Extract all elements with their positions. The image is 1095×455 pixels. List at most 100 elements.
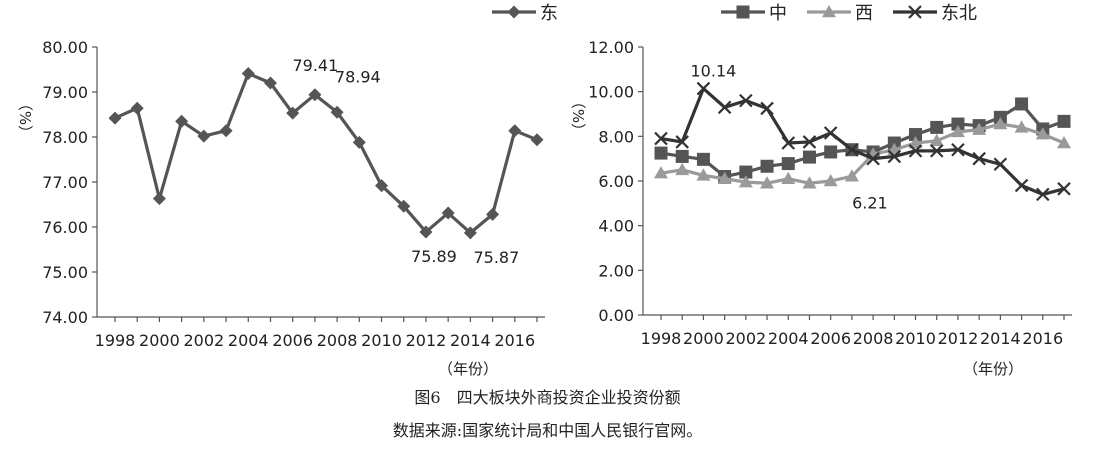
panel2-series-2-point [993, 117, 1008, 130]
panel1-xtick-label: 2004 [228, 331, 269, 350]
panel1-xtick-label: 2006 [272, 331, 313, 350]
panel1-xtick-label: 2002 [183, 331, 224, 350]
panel2-series-1-point [675, 149, 689, 163]
panel2-series-2-point [823, 174, 838, 187]
panel2-ytick-label: 6.00 [598, 172, 634, 191]
panel2-xtick-label: 2016 [1022, 329, 1063, 348]
panel1-series-1-point [330, 105, 344, 119]
panel2-series-3-point [1057, 182, 1071, 196]
panel1-series-1-point [441, 206, 455, 220]
panel2-series-1-point [802, 150, 816, 164]
panel1-xtick-label: 2016 [494, 331, 535, 350]
panel2-series-2-point [654, 166, 668, 179]
panel2-series-1-point [1015, 97, 1029, 111]
panel2-series-3-point [823, 126, 838, 140]
panel2-series-3-point [1036, 187, 1050, 202]
panel1-series-1-point [219, 124, 233, 138]
panel2-series-3-point [675, 135, 689, 149]
panel2-series-1-legend-marker [736, 5, 750, 19]
panel1-series-1-point [486, 207, 500, 221]
panel2-ytick-label: 12.00 [588, 38, 634, 57]
panel2-xtick-label: 2008 [853, 329, 894, 348]
panel1-series-1-line [114, 71, 538, 235]
panel2-series-3-point [887, 149, 902, 164]
panel1-series-1-point [263, 76, 277, 90]
panel2-series-2-point [802, 176, 817, 189]
panel2-series-2-point [929, 133, 944, 147]
panel2-series-1-point [654, 146, 668, 160]
panel1-xtick-label: 2014 [450, 331, 491, 350]
panel1-series-1-point [463, 226, 477, 240]
panel2-series-3-line [660, 86, 1065, 196]
panel2-xtick-label: 2012 [938, 329, 979, 348]
panel2-xtick-label: 2000 [683, 329, 724, 348]
panel1-ylabel: （%） [16, 96, 34, 140]
panel2-xtick-label: 2010 [895, 329, 936, 348]
panel2-series-3-point [929, 144, 944, 158]
panel2-series-2-point [844, 169, 859, 182]
panel1-ytick-label: 74.00 [42, 308, 88, 327]
panel1-xtick-label: 2012 [406, 331, 447, 350]
panel2-series-2-point [1014, 120, 1029, 133]
panel2-ytick-label: 4.00 [598, 217, 634, 236]
panel2-series-1-point [781, 157, 795, 171]
panel2-series-3-point [908, 144, 923, 158]
panel2-series-1-legend-label: 中 [769, 3, 787, 24]
panel1-ytick-label: 79.00 [42, 83, 88, 102]
panel2-series-1-point [909, 128, 923, 142]
figure-caption: 图6 四大板块外商投资企业投资份额 [414, 388, 681, 407]
panel2-series-3-point [993, 157, 1008, 172]
panel1-ytick-label: 80.00 [42, 38, 88, 57]
figure-source: 数据来源:国家统计局和中国人民银行官网。 [392, 421, 703, 440]
panel2-series-2-point [908, 136, 923, 149]
panel1-series-1-point [419, 225, 433, 239]
panel1-annotation: 75.89 [411, 247, 457, 266]
panel2-series-2-point [675, 162, 690, 176]
panel1-annotation: 79.41 [292, 56, 338, 75]
panel2-series-2-point [972, 122, 987, 135]
panel2-annotation: 10.14 [691, 62, 737, 81]
panel1-series-1-point [197, 129, 211, 143]
panel2-series-2-point [760, 176, 775, 189]
panel2-series-3-point [654, 131, 668, 146]
panel1-series-1-point [508, 124, 522, 138]
panel2-xtick-label: 2004 [768, 329, 809, 348]
panel2-series-2-point [950, 124, 965, 138]
panel2-annotation: 6.21 [852, 193, 888, 212]
panel1-series-1-point [352, 135, 366, 149]
panel2-xtick-label: 2002 [725, 329, 766, 348]
panel2-series-2-legend-marker [822, 5, 836, 18]
panel2-ylabel: （%） [569, 94, 587, 138]
panel2-series-1-point [760, 159, 774, 173]
panel1-series-1-point [308, 88, 322, 102]
panel2-series-3-point [696, 81, 711, 96]
panel2-series-2-point [1057, 136, 1071, 149]
panel2-series-1-point [739, 165, 753, 179]
panel2-series-3-point [845, 142, 859, 157]
panel1-series-1-point [530, 133, 544, 147]
panel1-annotation: 75.87 [473, 248, 519, 267]
panel1-xtick-label: 2010 [361, 331, 402, 350]
panel1-series-1-point [130, 101, 144, 115]
panel2-series-3-point [739, 93, 753, 108]
panel2-series-2-point [717, 171, 732, 185]
panel2-series-1-point [824, 145, 838, 159]
panel2-series-3-point [802, 135, 817, 149]
panel2-series-1-point [1057, 114, 1071, 128]
panel2-series-3-point [760, 101, 774, 116]
panel2-series-3-point [866, 151, 880, 166]
panel1-ytick-label: 75.00 [42, 263, 88, 282]
panel2-xtick-label: 2014 [980, 329, 1021, 348]
panel2-xtick-label: 2006 [810, 329, 851, 348]
panel1-series-1-legend-label: 东 [540, 3, 558, 24]
panel2-series-3-point [1014, 178, 1029, 193]
panel1-annotation: 78.94 [335, 68, 381, 87]
panel1-xtick-label: 2008 [317, 331, 358, 350]
panel1-ytick-label: 78.00 [42, 128, 88, 147]
panel1-series-1-point [152, 192, 166, 206]
panel2-series-3-point [972, 151, 986, 166]
panel1-series-1-point [397, 199, 411, 213]
panel2-series-2-point [738, 175, 753, 188]
panel2-xlabel: （年份） [963, 360, 1023, 378]
panel2-ytick-label: 0.00 [598, 306, 634, 325]
